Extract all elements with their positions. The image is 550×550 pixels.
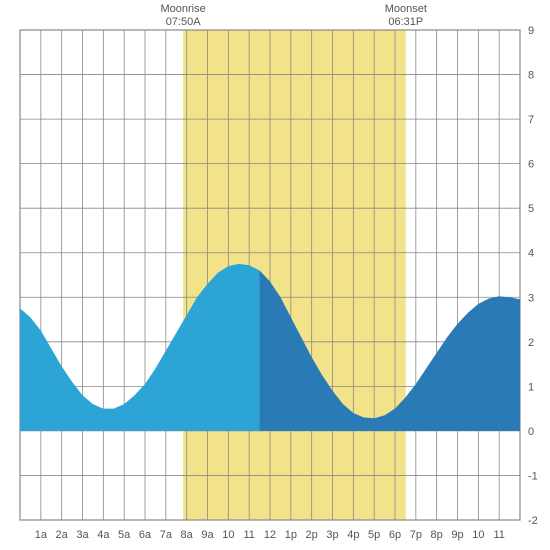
y-tick-label: 3 xyxy=(528,292,534,304)
x-tick-label: 1a xyxy=(35,529,48,541)
x-tick-label: 4p xyxy=(347,529,359,541)
x-tick-label: 10 xyxy=(472,529,484,541)
x-tick-label: 2p xyxy=(306,529,318,541)
x-tick-label: 6a xyxy=(139,529,152,541)
y-tick-label: 5 xyxy=(528,203,534,215)
tide-chart: -2-101234567891a2a3a4a5a6a7a8a9a1011121p… xyxy=(0,0,550,550)
moonrise-time: 07:50A xyxy=(166,16,202,28)
x-tick-label: 1p xyxy=(285,529,297,541)
x-tick-label: 8p xyxy=(431,529,443,541)
x-tick-label: 9a xyxy=(201,529,214,541)
x-tick-label: 11 xyxy=(493,529,504,541)
x-tick-label: 2a xyxy=(56,529,69,541)
x-tick-label: 8a xyxy=(181,529,194,541)
x-tick-label: 3a xyxy=(76,529,89,541)
x-tick-label: 4a xyxy=(97,529,110,541)
moonset-time: 06:31P xyxy=(388,16,423,28)
x-tick-label: 7a xyxy=(160,529,173,541)
y-tick-label: 8 xyxy=(528,70,534,82)
y-tick-label: 9 xyxy=(528,25,534,37)
y-tick-label: 1 xyxy=(528,381,534,393)
x-tick-label: 12 xyxy=(264,529,276,541)
y-tick-label: 2 xyxy=(528,337,534,349)
y-tick-label: 7 xyxy=(528,114,534,126)
y-tick-label: -1 xyxy=(528,470,538,482)
x-tick-label: 3p xyxy=(326,529,338,541)
x-tick-label: 10 xyxy=(222,529,234,541)
x-tick-label: 9p xyxy=(451,529,463,541)
x-tick-label: 11 xyxy=(243,529,254,541)
y-tick-label: -2 xyxy=(528,515,538,527)
y-tick-label: 6 xyxy=(528,159,534,171)
moonset-label: Moonset xyxy=(385,3,427,15)
x-tick-label: 7p xyxy=(410,529,422,541)
x-tick-label: 5a xyxy=(118,529,131,541)
chart-svg: -2-101234567891a2a3a4a5a6a7a8a9a1011121p… xyxy=(0,0,550,550)
x-tick-label: 6p xyxy=(389,529,401,541)
x-tick-label: 5p xyxy=(368,529,380,541)
moonrise-label: Moonrise xyxy=(161,3,206,15)
y-tick-label: 4 xyxy=(528,248,534,260)
y-tick-label: 0 xyxy=(528,426,534,438)
